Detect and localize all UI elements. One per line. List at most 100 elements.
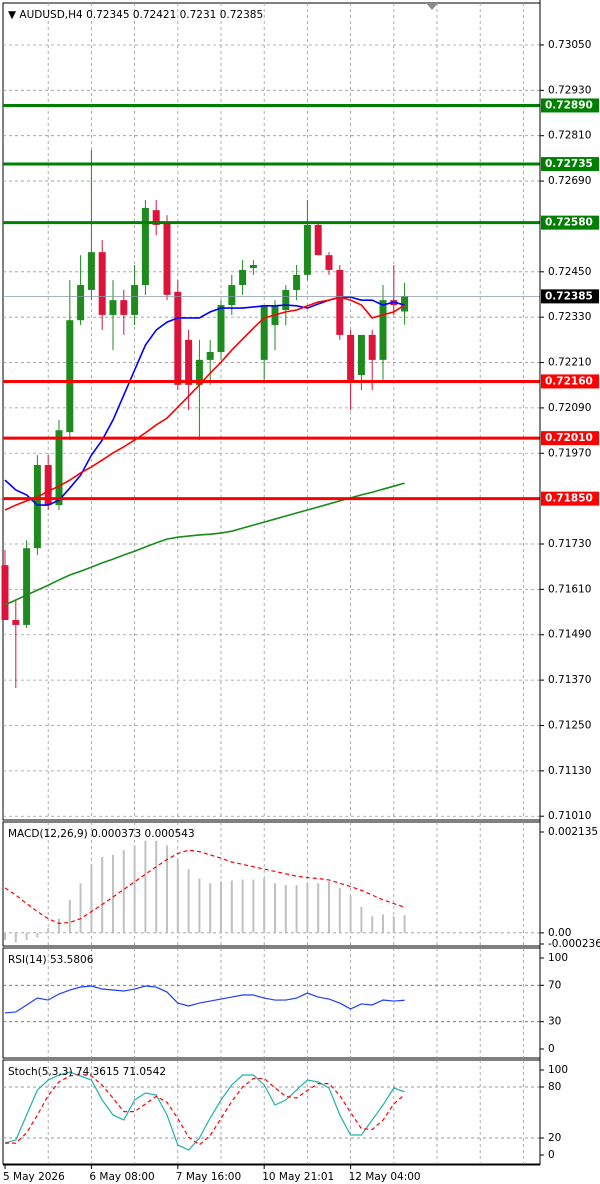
last-price-box: [541, 289, 599, 304]
y-tick-label: 0.72450: [548, 266, 591, 278]
histogram-bar: [79, 883, 82, 933]
candle-body: [347, 334, 355, 380]
indicator-line: [4, 1071, 405, 1151]
moving-average: [4, 296, 406, 511]
x-tick-label: 12 May 04:00: [349, 1171, 421, 1183]
histogram-bar: [47, 928, 50, 933]
y-tick-label: 0: [548, 1149, 555, 1161]
histogram-bar: [392, 916, 395, 933]
candle-body: [293, 274, 301, 290]
histogram-bar: [349, 895, 352, 933]
candle-body: [239, 269, 247, 286]
histogram-bar: [274, 883, 276, 933]
scroll-marker: [426, 3, 438, 10]
histogram-bar: [90, 864, 93, 933]
panel-frame: [2, 947, 541, 1059]
level-label: 0.72010: [545, 432, 593, 444]
candle-body: [131, 285, 139, 315]
y-tick-label: 30: [548, 1016, 561, 1028]
candle-body: [260, 305, 268, 360]
y-tick-label: 0.71610: [548, 583, 591, 595]
candle-body: [141, 207, 149, 286]
panel-header: RSI(14) 53.5806: [8, 954, 94, 966]
candle-body: [23, 548, 31, 625]
histogram-bar: [176, 859, 179, 933]
x-tick-label: 5 May 2026: [3, 1171, 65, 1183]
header-value: 0.72345: [86, 9, 129, 21]
y-tick-label: 0.71010: [548, 810, 591, 822]
y-tick-label: 0.72690: [548, 175, 591, 187]
candle-body: [152, 210, 160, 225]
header-value: 53.5806: [50, 954, 94, 966]
histogram-bar: [155, 840, 158, 933]
y-tick-label: 0.71970: [548, 447, 591, 459]
indicator-line: [5, 1073, 405, 1146]
histogram-bar: [230, 880, 233, 933]
candle-body: [55, 430, 63, 506]
level-label: 0.72160: [545, 375, 593, 387]
histogram-bar: [4, 932, 6, 940]
panel-frame: [2, 821, 541, 947]
y-tick-label: 0.72330: [548, 311, 591, 323]
candle-body: [206, 351, 214, 360]
y-tick-label: -0.000236: [548, 938, 600, 950]
histogram-bar: [263, 878, 266, 933]
y-tick-label: 0: [548, 1043, 555, 1055]
y-tick-label: 0.00: [548, 927, 571, 939]
indicator-line: [4, 849, 405, 925]
y-tick-label: 20: [548, 1132, 561, 1144]
x-tick-label: 7 May 16:00: [176, 1171, 241, 1183]
header-value: 74.3615: [76, 1066, 119, 1078]
y-tick-label: 0.72210: [548, 357, 591, 369]
panel-frame: [2, 2, 541, 821]
histogram-bar: [317, 883, 320, 933]
candle-body: [98, 252, 106, 315]
histogram-bar: [295, 885, 298, 933]
level-label: 0.72735: [545, 158, 593, 170]
candle-body: [66, 320, 74, 433]
histogram-bar: [360, 906, 363, 933]
level-label-box: [541, 491, 599, 506]
y-tick-label: 100: [548, 952, 568, 964]
panel-title: MACD(12,26,9): [8, 828, 88, 840]
level-label: 0.72890: [545, 99, 593, 111]
histogram-bar: [144, 840, 147, 933]
y-tick-label: 0.73050: [548, 39, 591, 51]
histogram-bar: [187, 869, 190, 933]
histogram-bar: [220, 881, 222, 933]
x-tick-label: 10 May 21:01: [262, 1171, 334, 1183]
histogram-bar: [209, 883, 212, 933]
histogram-bar: [252, 879, 255, 933]
candle-body: [249, 264, 257, 269]
level-label: 0.71850: [545, 493, 593, 505]
histogram-bar: [403, 915, 406, 933]
candle-body: [368, 334, 376, 360]
panel-title: Stoch(5,3,3): [8, 1066, 73, 1078]
histogram-bar: [14, 932, 17, 943]
histogram-bar: [382, 914, 384, 933]
histogram-bar: [198, 878, 201, 933]
histogram-bar: [284, 885, 287, 933]
y-tick-label: 100: [548, 1064, 568, 1076]
histogram-bar: [25, 932, 28, 940]
histogram-bar: [328, 881, 330, 933]
candle-body: [12, 620, 20, 625]
panel-header: ▼ AUDUSD,H4 0.72345 0.72421 0.7231 0.723…: [8, 9, 263, 21]
histogram-bar: [306, 883, 309, 933]
y-tick-label: 0.71130: [548, 765, 591, 777]
candle-body: [379, 300, 387, 360]
histogram-bar: [112, 854, 114, 933]
level-label-box: [541, 431, 599, 446]
panel-title: AUDUSD,H4: [19, 9, 83, 21]
y-tick-label: 0.72090: [548, 402, 591, 414]
candle-body: [217, 305, 225, 352]
candle-body: [401, 296, 409, 312]
candle-body: [336, 269, 344, 335]
y-tick-label: 70: [548, 979, 561, 991]
y-tick-label: 0.002135: [548, 826, 598, 838]
candle-body: [195, 359, 203, 385]
histogram-bar: [371, 916, 374, 933]
header-value: 0.7231: [180, 9, 217, 21]
panel-header: Stoch(5,3,3) 74.3615 71.0542: [8, 1066, 166, 1078]
